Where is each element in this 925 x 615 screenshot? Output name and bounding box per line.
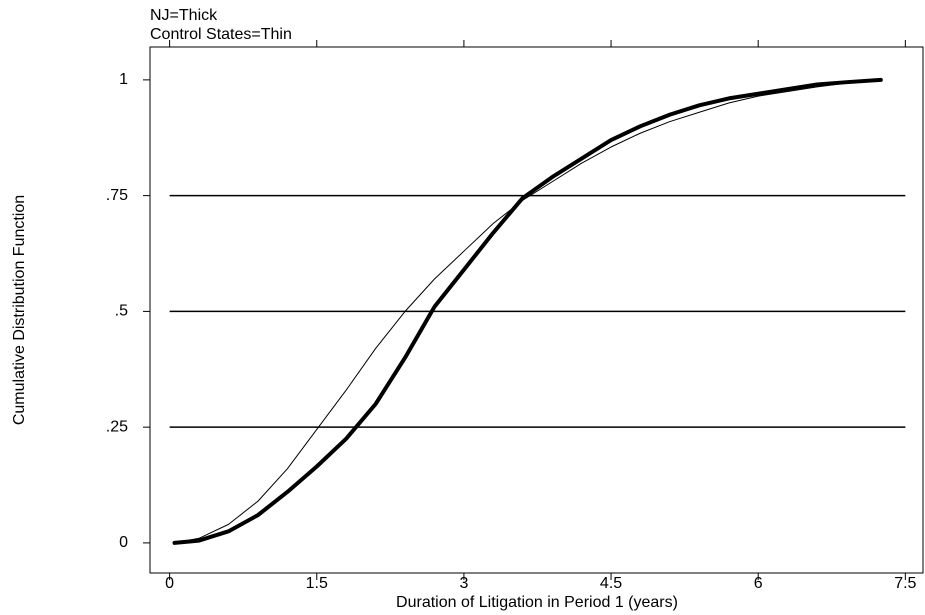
x-tick-label: 6 bbox=[754, 575, 763, 592]
legend-note: Control States=Thin bbox=[150, 26, 292, 43]
y-tick-label: .5 bbox=[115, 303, 128, 320]
x-axis-label: Duration of Litigation in Period 1 (year… bbox=[396, 594, 678, 611]
y-tick-label: 1 bbox=[119, 71, 128, 88]
plot-frame bbox=[149, 46, 924, 574]
x-tick-label: 1.5 bbox=[306, 575, 328, 592]
cdf-line bbox=[174, 79, 882, 544]
y-axis-label: Cumulative Distribution Function bbox=[11, 195, 28, 425]
x-tick-label: 3 bbox=[459, 575, 468, 592]
y-tick-label: .75 bbox=[106, 187, 128, 204]
y-tick-label: 0 bbox=[119, 534, 128, 551]
legend-note: NJ=Thick bbox=[150, 7, 218, 24]
y-tick-label: .25 bbox=[106, 418, 128, 435]
x-tick-label: 4.5 bbox=[600, 575, 622, 592]
x-tick-label: 0 bbox=[165, 575, 174, 592]
x-tick-label: 7.5 bbox=[894, 575, 916, 592]
cdf-line bbox=[172, 77, 883, 545]
